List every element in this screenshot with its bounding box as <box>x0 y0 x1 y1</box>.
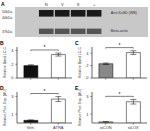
svg-text:+: + <box>93 2 96 7</box>
svg-text:1: 1 <box>11 112 14 117</box>
svg-text:siCON: siCON <box>100 125 112 130</box>
svg-text:*: * <box>119 42 121 48</box>
svg-text:Relative Band LC-C: Relative Band LC-C <box>78 47 82 78</box>
svg-text:Veh.: Veh. <box>27 125 35 130</box>
svg-text:4: 4 <box>11 48 14 53</box>
svg-text:2: 2 <box>86 63 89 68</box>
html-text:C: C <box>75 40 79 46</box>
svg-text:S: S <box>77 2 80 7</box>
svg-text:*: * <box>119 91 121 97</box>
svg-text:*: * <box>44 44 46 50</box>
html-text:D: D <box>0 85 4 91</box>
svg-text:0: 0 <box>86 75 89 80</box>
svg-text:Anti-Ku80 (WB): Anti-Ku80 (WB) <box>111 11 138 15</box>
svg-text:V: V <box>61 2 64 7</box>
svg-text:3: 3 <box>11 94 14 99</box>
svg-text:37kDa: 37kDa <box>8 30 12 34</box>
svg-text:4: 4 <box>86 51 89 56</box>
html-text:E: E <box>75 85 79 91</box>
svg-text:40kDa: 40kDa <box>8 16 12 20</box>
svg-text:*: * <box>44 88 46 94</box>
svg-text:3: 3 <box>86 94 89 99</box>
svg-text:2: 2 <box>11 62 14 67</box>
svg-text:50kDa: 50kDa <box>8 10 12 14</box>
svg-text:0: 0 <box>11 75 14 80</box>
svg-text:siLOX: siLOX <box>128 125 139 130</box>
html-text:B: B <box>0 40 4 46</box>
svg-text:Beta-actin: Beta-actin <box>111 29 128 33</box>
svg-text:Relative Prot. Exp. (AU): Relative Prot. Exp. (AU) <box>78 89 82 126</box>
svg-text:1: 1 <box>86 112 89 117</box>
svg-text:ATRA: ATRA <box>53 125 64 130</box>
svg-text:N: N <box>45 2 48 7</box>
